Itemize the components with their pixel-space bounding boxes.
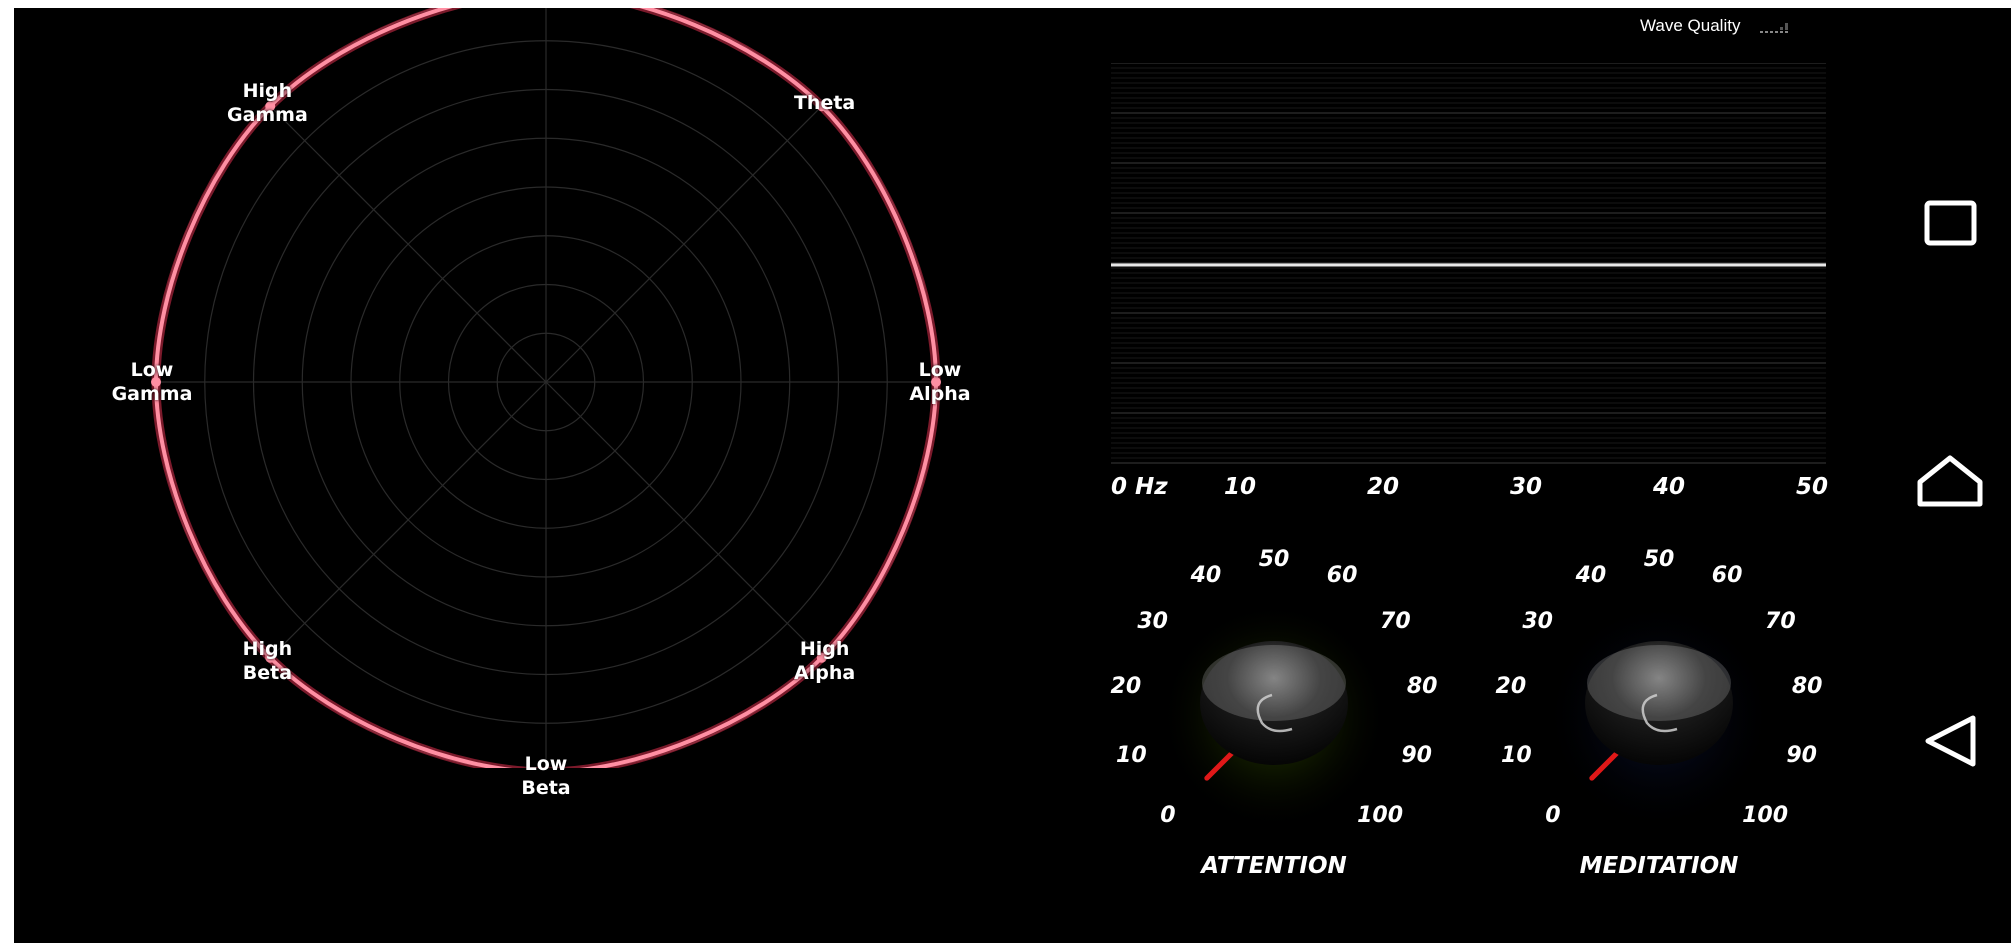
- attention-knob: [1200, 641, 1348, 765]
- radar-data-point: [816, 652, 827, 663]
- radar-label-low-beta: Low Beta: [486, 752, 606, 800]
- attention-tick-label: 90: [1401, 743, 1432, 769]
- radar-label-line: High: [242, 80, 293, 103]
- signal-strength-icon: [1760, 22, 1789, 33]
- meditation-tick-label: 80: [1791, 673, 1823, 699]
- attention-tick-label: 60: [1326, 563, 1358, 589]
- attention-tick-label: 30: [1137, 608, 1168, 634]
- meditation-knob-highlight: [1587, 645, 1731, 721]
- spectrum-tick-label: 0 Hz: [1111, 474, 1168, 500]
- spectrum-tick-label: 40: [1653, 474, 1686, 500]
- attention-knob-highlight: [1202, 645, 1346, 721]
- meditation-tick-label: 10: [1501, 743, 1532, 769]
- radar-label-line: High: [242, 637, 293, 660]
- attention-tick-label: 20: [1110, 673, 1142, 699]
- radar-label-line: Gamma: [226, 104, 308, 127]
- back-icon: [1925, 715, 1976, 767]
- radar-label-line: Alpha: [909, 383, 971, 405]
- radar-spoke: [269, 105, 547, 383]
- attention-title: ATTENTION: [1201, 853, 1347, 879]
- meditation-tick-label: 60: [1711, 563, 1743, 589]
- meditation-tick-label: 100: [1742, 803, 1789, 829]
- meditation-tick-label: 90: [1786, 743, 1817, 769]
- attention-tick-label: 40: [1190, 563, 1222, 589]
- recent-apps-button[interactable]: [1914, 190, 1984, 260]
- recent-apps-icon: [1924, 200, 1977, 246]
- spectrum-tick-label: 50: [1796, 474, 1829, 500]
- meditation-dial: 0 10 20 30 40 50 60 70 80 90 100 MEDITATION: [1489, 543, 1829, 883]
- radar-label-line: Low: [524, 753, 568, 775]
- radar-data-point: [931, 377, 941, 387]
- meditation-knob: [1585, 641, 1733, 765]
- wave-quality-label: Wave Quality: [1640, 16, 1741, 35]
- radar-label-line: Low: [130, 359, 174, 381]
- meditation-tick-label: 30: [1522, 608, 1553, 634]
- meditation-tick-label: 0: [1545, 803, 1561, 829]
- home-icon: [1917, 455, 1983, 507]
- radar-label-line: Beta: [242, 661, 293, 684]
- radar-label-low-alpha: Low Alpha: [880, 358, 1000, 406]
- radar-data-point: [265, 101, 276, 112]
- attention-tick-label: 100: [1357, 803, 1404, 829]
- attention-tick-label: 80: [1406, 673, 1438, 699]
- attention-dial: 0 10 20 30 40 50 60 70 80 90 100 ATTENTION: [1104, 543, 1444, 883]
- radar-label-line: Low: [918, 359, 962, 381]
- meditation-knob-mark: [1641, 693, 1678, 733]
- attention-tick-label: 0: [1160, 803, 1176, 829]
- meditation-tick-label: 50: [1643, 547, 1675, 572]
- brainwave-radar-chart: [151, 8, 941, 768]
- radar-label-high-beta: High Beta: [207, 637, 327, 685]
- spectrum-tick-label: 20: [1367, 474, 1400, 500]
- radar-data-point: [543, 767, 549, 768]
- radar-spoke: [269, 381, 547, 659]
- frequency-spectrum-graph: [1111, 63, 1826, 464]
- radar-label-line: Beta: [521, 777, 571, 799]
- radar-data-point: [151, 377, 161, 387]
- attention-tick-label: 70: [1380, 608, 1411, 634]
- radar-label-line: Theta: [793, 92, 856, 115]
- spectrum-tick-label: 30: [1510, 474, 1543, 500]
- meditation-tick-label: 40: [1575, 563, 1607, 589]
- radar-spoke: [545, 105, 823, 383]
- radar-label-high-gamma: High Gamma: [207, 79, 327, 127]
- meditation-tick-label: 70: [1765, 608, 1796, 634]
- meditation-title: MEDITATION: [1579, 853, 1739, 879]
- app-screen: DeltaThetaLowAlphaHighAlphaLowBetaHighBe…: [14, 8, 2011, 943]
- radar-data-point: [816, 101, 827, 112]
- meditation-tick-label: 20: [1495, 673, 1527, 699]
- radar-label-line: Alpha: [794, 661, 856, 684]
- radar-series-line: [153, 8, 939, 768]
- radar-data-point: [265, 652, 276, 663]
- attention-knob-mark: [1256, 693, 1293, 733]
- radar-spoke: [545, 381, 823, 659]
- radar-label-high-alpha: High Alpha: [765, 637, 885, 685]
- radar-label-theta: Theta: [765, 91, 885, 115]
- spectrum-tick-label: 10: [1224, 474, 1257, 500]
- attention-tick-label: 10: [1116, 743, 1147, 769]
- radar-label-low-gamma: Low Gamma: [92, 358, 212, 406]
- radar-label-line: High: [799, 637, 850, 660]
- attention-tick-label: 50: [1258, 547, 1290, 572]
- back-button[interactable]: [1916, 708, 1986, 778]
- wave-quality-indicator: Wave Quality: [1640, 16, 1793, 36]
- home-button[interactable]: [1914, 448, 1984, 518]
- radar-label-line: Gamma: [111, 383, 193, 405]
